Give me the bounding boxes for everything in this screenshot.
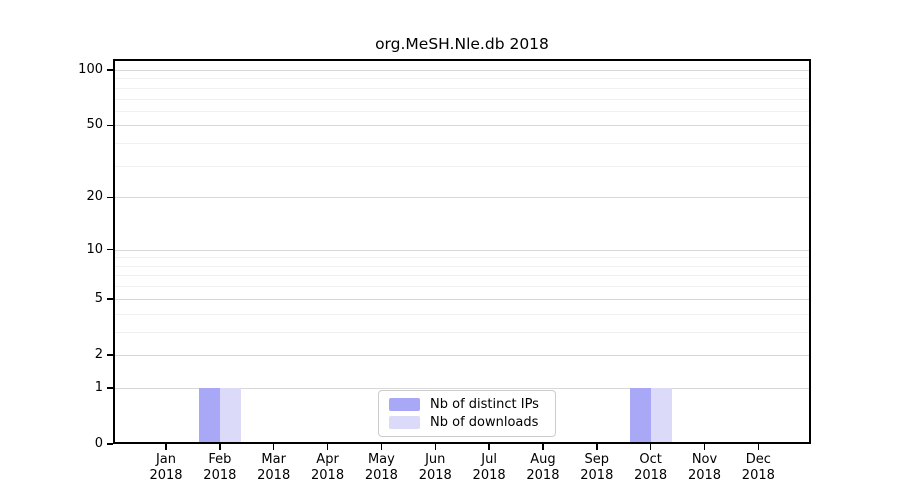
y-axis-tick — [107, 354, 113, 356]
major-gridline — [115, 249, 809, 251]
x-axis-tick — [596, 444, 598, 450]
minor-gridline — [115, 313, 809, 315]
minor-gridline — [115, 257, 809, 259]
minor-gridline — [115, 331, 809, 333]
x-tick-label: Jun 2018 — [404, 452, 466, 484]
year-label: 2018 — [472, 468, 506, 483]
year-label: 2018 — [364, 468, 398, 483]
minor-gridline — [115, 87, 809, 89]
minor-gridline — [115, 78, 809, 80]
legend-row: Nb of distinct IPs — [389, 397, 545, 412]
month-label: Jan — [155, 452, 177, 467]
year-label: 2018 — [634, 468, 668, 483]
x-axis-tick — [703, 444, 706, 450]
x-tick-label: Aug 2018 — [512, 452, 574, 484]
bar-downloads — [219, 387, 241, 442]
y-tick-label: 100 — [78, 62, 103, 77]
x-axis-tick — [219, 444, 221, 450]
year-label: 2018 — [687, 468, 722, 483]
x-axis-tick — [434, 444, 436, 450]
minor-gridline — [115, 265, 809, 267]
year-label: 2018 — [311, 468, 345, 483]
minor-gridline — [115, 275, 809, 277]
x-axis-tick — [542, 444, 544, 450]
legend-label: Nb of downloads — [430, 415, 539, 430]
month-label: Sep — [584, 452, 610, 467]
y-tick-label: 0 — [94, 436, 103, 451]
legend: Nb of distinct IPs Nb of downloads — [378, 390, 556, 437]
bar-distinct-ips — [198, 387, 220, 442]
y-tick-label: 2 — [94, 346, 103, 362]
legend-swatch — [389, 398, 420, 411]
minor-gridline — [115, 98, 809, 100]
plot-area — [113, 59, 811, 444]
x-axis-tick — [272, 444, 275, 450]
year-label: 2018 — [741, 468, 775, 483]
x-axis-tick — [326, 444, 329, 450]
minor-gridline — [115, 286, 809, 288]
y-axis-tick — [107, 69, 113, 71]
bar-distinct-ips — [629, 387, 651, 442]
x-tick-label: Jan 2018 — [135, 452, 197, 484]
y-tick-label: 50 — [86, 117, 103, 133]
month-label: May — [367, 452, 395, 467]
y-tick-label: 20 — [86, 189, 103, 205]
year-label: 2018 — [257, 468, 291, 483]
legend-label: Nb of distinct IPs — [430, 397, 539, 412]
major-gridline — [115, 387, 809, 389]
minor-gridline — [115, 110, 809, 112]
x-tick-label: Feb 2018 — [189, 452, 251, 484]
month-label: Aug — [530, 452, 556, 467]
major-gridline — [115, 354, 809, 356]
x-axis-tick — [649, 444, 652, 450]
x-tick-label: May 2018 — [350, 452, 412, 484]
y-axis-tick — [107, 248, 113, 251]
x-tick-label: Nov 2018 — [674, 452, 736, 484]
minor-gridline — [115, 165, 809, 167]
y-tick-label: 5 — [94, 290, 103, 306]
month-label: Oct — [639, 452, 662, 467]
legend-swatch — [389, 416, 420, 429]
legend-row: Nb of downloads — [389, 415, 545, 430]
year-label: 2018 — [203, 468, 237, 483]
month-label: Nov — [691, 452, 718, 467]
year-label: 2018 — [526, 468, 560, 483]
x-axis-tick — [165, 444, 167, 450]
year-label: 2018 — [149, 468, 183, 483]
x-axis-tick — [380, 444, 383, 450]
minor-gridline — [115, 143, 809, 145]
x-axis-tick — [757, 444, 760, 450]
bar-downloads — [650, 387, 672, 442]
y-axis-tick — [107, 298, 113, 300]
x-tick-label: Oct 2018 — [620, 452, 682, 484]
major-gridline — [115, 70, 809, 71]
month-label: Feb — [208, 452, 232, 467]
y-axis-tick — [107, 443, 113, 445]
chart-title: org.MeSH.Nle.db 2018 — [375, 35, 549, 53]
month-label: Jun — [425, 452, 446, 467]
y-axis-tick — [107, 196, 113, 199]
month-label: Dec — [745, 452, 771, 467]
month-label: Apr — [316, 452, 339, 467]
x-tick-label: Mar 2018 — [243, 452, 305, 484]
major-gridline — [115, 298, 809, 300]
y-axis-tick — [107, 124, 113, 127]
month-label: Mar — [261, 452, 286, 467]
x-tick-label: Jul 2018 — [458, 452, 520, 484]
y-tick-label: 1 — [94, 379, 103, 395]
month-label: Jul — [481, 452, 497, 467]
year-label: 2018 — [580, 468, 614, 483]
x-tick-label: Apr 2018 — [297, 452, 359, 484]
x-tick-label: Sep 2018 — [566, 452, 628, 484]
major-gridline — [115, 197, 809, 199]
y-tick-label: 10 — [86, 241, 103, 257]
x-axis-tick — [488, 444, 490, 450]
major-gridline — [115, 125, 809, 127]
year-label: 2018 — [418, 468, 452, 483]
y-axis-tick — [107, 387, 113, 389]
x-tick-label: Dec 2018 — [727, 452, 789, 484]
